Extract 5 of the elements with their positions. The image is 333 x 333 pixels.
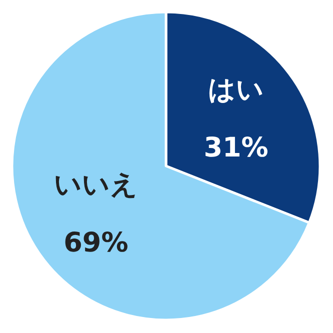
- slice: はい 31%: [164, 10, 322, 224]
- data-label: 31%: [204, 132, 268, 164]
- slice-label: いいえ: [54, 170, 138, 201]
- data-label: 69%: [64, 228, 128, 259]
- slice-label: はい: [208, 74, 264, 106]
